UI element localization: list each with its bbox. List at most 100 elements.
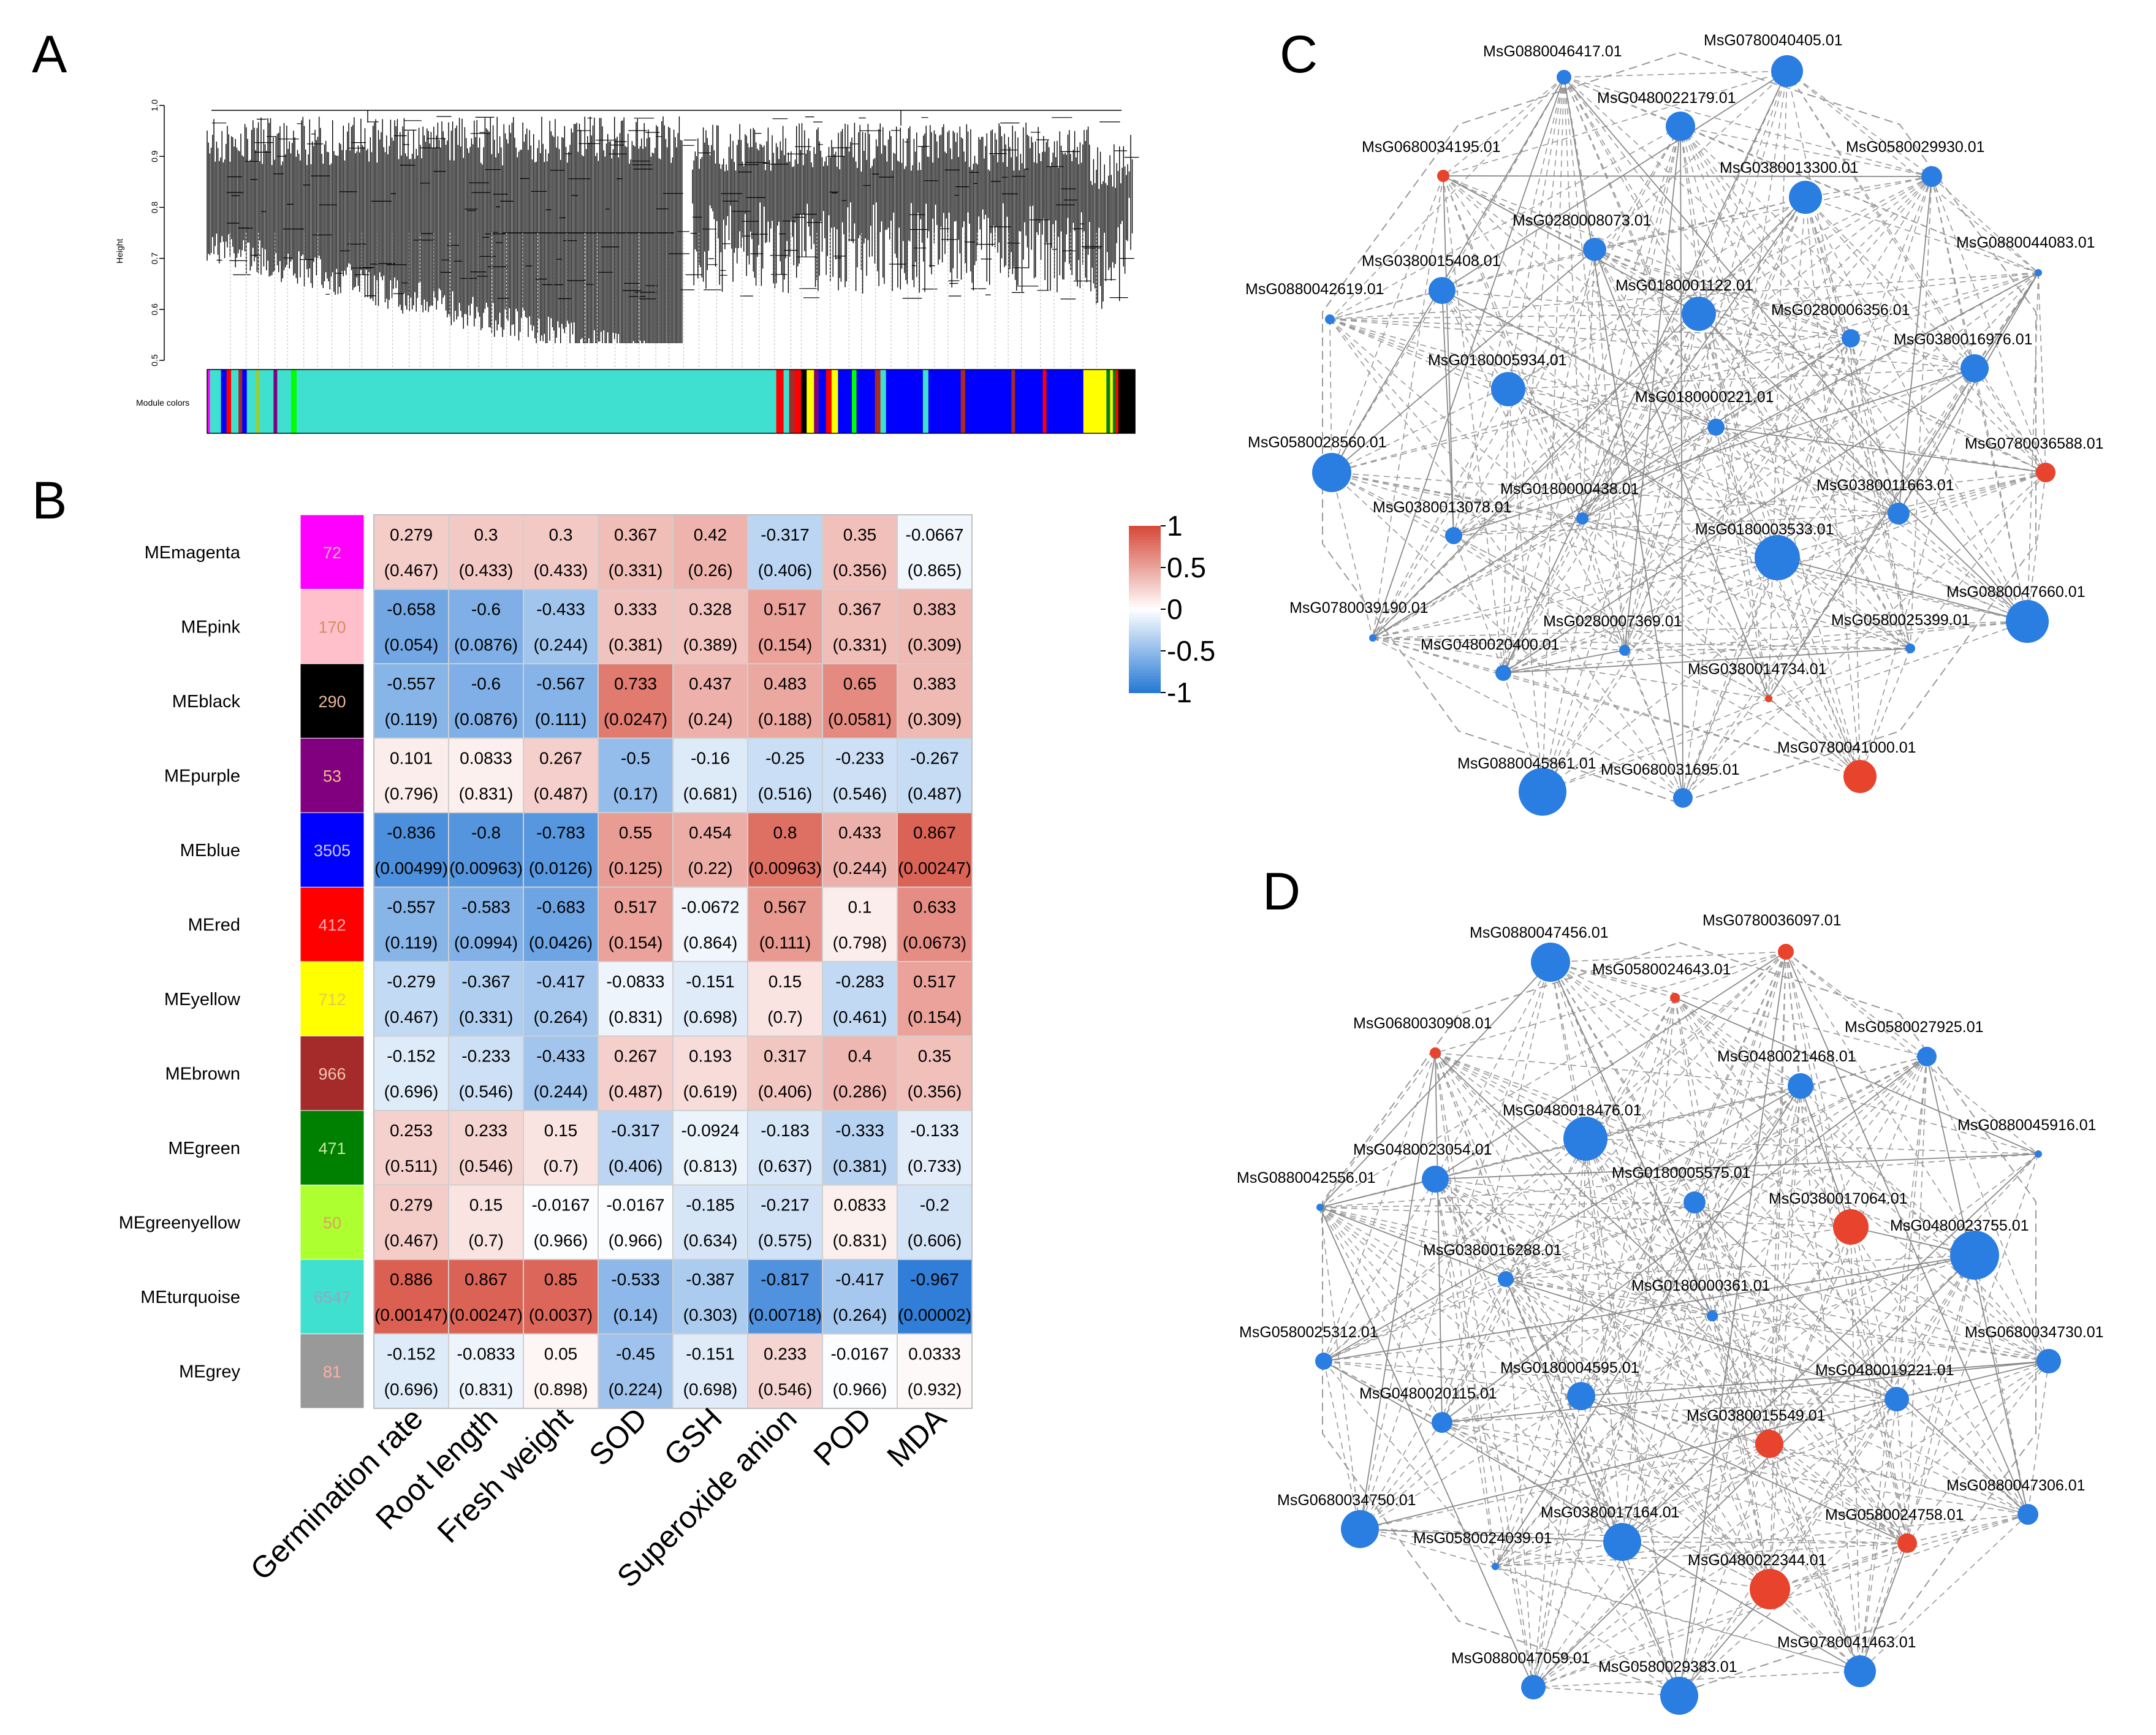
correlation-value: -0.333 [835, 1121, 884, 1140]
heatmap-cell [448, 1110, 524, 1186]
correlation-value: 0.0333 [908, 1345, 961, 1364]
module-gene-count: 72 [323, 544, 341, 562]
node-label: MsG0580025312.01 [1239, 1324, 1378, 1341]
legend-gradient-step [1129, 684, 1161, 688]
correlation-value: 0.333 [614, 600, 657, 619]
p-value: (0.264) [534, 1008, 588, 1027]
legend-gradient-step [1129, 670, 1161, 674]
heatmap-cell [448, 961, 524, 1037]
p-value: (0.634) [683, 1231, 738, 1250]
correlation-value: 0.3 [549, 525, 573, 544]
dendrogram-leaf-guides [230, 233, 1097, 368]
correlation-value: -0.533 [611, 1270, 659, 1289]
p-value: (0.154) [758, 636, 813, 655]
legend-gradient-step [1129, 587, 1161, 591]
module-color-segment [776, 370, 784, 433]
node-label: MsG0380013300.01 [1720, 159, 1859, 177]
module-gene-count: 170 [318, 618, 346, 636]
correlation-value: 0.15 [769, 972, 802, 991]
legend-gradient-step [1129, 526, 1161, 530]
row-label: MEgrey [179, 1362, 240, 1381]
legend-gradient-step [1129, 664, 1161, 669]
node-label: MsG0280007369.01 [1543, 613, 1682, 630]
module-color-segment [875, 370, 881, 433]
p-value: (0.389) [683, 636, 738, 655]
p-value: (0.546) [459, 1156, 514, 1175]
network-node [1917, 1047, 1937, 1066]
correlation-value: -0.417 [835, 1270, 884, 1289]
node-label: MsG0180005575.01 [1612, 1164, 1751, 1182]
legend-gradient-step [1129, 689, 1161, 693]
p-value: (0.511) [385, 1156, 438, 1175]
correlation-value: -0.557 [387, 674, 435, 693]
correlation-value: 0.101 [390, 749, 433, 768]
node-label: MsG0480022344.01 [1688, 1552, 1827, 1569]
column-label: POD [807, 1401, 878, 1472]
module-color-swatch [300, 1259, 365, 1334]
network-node [1833, 1209, 1869, 1245]
module-color-segment [807, 370, 814, 433]
correlation-value: -0.151 [686, 1345, 734, 1364]
correlation-value: 0.517 [764, 600, 807, 619]
module-color-swatch [300, 514, 365, 590]
legend-tick-label: 0 [1167, 593, 1183, 625]
correlation-value: 0.328 [689, 600, 732, 619]
network-node [1885, 1387, 1909, 1411]
legend-gradient-step [1129, 612, 1161, 616]
correlation-value: 0.517 [614, 898, 657, 917]
heatmap-cell [448, 1184, 524, 1260]
correlation-value: -0.133 [910, 1121, 958, 1140]
p-value: (0.433) [459, 561, 514, 580]
heatmap-cell [897, 1259, 973, 1335]
row-label: MEpink [181, 617, 240, 637]
p-value: (0.696) [384, 1380, 439, 1399]
network-node [2036, 463, 2055, 482]
correlation-value: -0.683 [536, 898, 585, 917]
legend-tick-label: -0.5 [1167, 635, 1215, 667]
correlation-value: -0.0167 [831, 1345, 889, 1364]
p-value: (0.381) [609, 636, 663, 655]
heatmap-cell [373, 1035, 449, 1111]
heatmap-cell [897, 1333, 973, 1409]
legend-gradient-step [1129, 617, 1161, 621]
correlation-value: -0.658 [387, 600, 435, 619]
network-node [1682, 297, 1716, 331]
row-label: MEbrown [165, 1064, 241, 1084]
node-label: MsG0680031695.01 [1601, 761, 1740, 778]
legend-gradient-step [1129, 575, 1161, 580]
p-value: (0.331) [833, 636, 887, 655]
network-node [1670, 993, 1680, 1003]
network-node [1495, 665, 1511, 681]
node-label: MsG0380011663.01 [1816, 477, 1954, 494]
correlation-value: 0.867 [465, 1270, 507, 1289]
p-value: (0.0247) [604, 710, 667, 729]
p-value: (0.244) [534, 636, 588, 655]
module-color-segment [1115, 370, 1119, 433]
correlation-value: 0.35 [843, 525, 877, 544]
node-label: MsG0180000438.01 [1500, 480, 1639, 498]
legend-gradient-step [1129, 656, 1161, 660]
node-label: MsG0880046417.01 [1483, 43, 1622, 60]
p-value: (0.406) [758, 561, 813, 580]
node-label: MsG0880045861.01 [1457, 755, 1596, 772]
correlation-value: 0.233 [465, 1121, 507, 1140]
module-color-segment [814, 370, 819, 433]
module-color-segment [259, 370, 274, 433]
node-label: MsG0880042556.01 [1237, 1169, 1376, 1186]
correlation-value: 0.8 [773, 823, 797, 842]
heatmap-cell [747, 812, 823, 888]
network-node [1325, 314, 1335, 324]
p-value: (0.119) [385, 710, 438, 729]
node-label: MsG0880047306.01 [1946, 1477, 2086, 1494]
p-value: (0.0426) [529, 933, 593, 952]
p-value: (0.264) [833, 1305, 887, 1324]
module-color-segment [826, 370, 832, 433]
p-value: (0.0673) [903, 933, 966, 952]
module-color-swatch [300, 1334, 365, 1409]
p-value: (0.309) [908, 636, 962, 655]
network-node [1707, 1310, 1718, 1321]
network-boundary [1322, 51, 2036, 804]
heatmap-cell [747, 1035, 823, 1111]
network-node [1750, 1569, 1790, 1609]
p-value: (0.356) [908, 1082, 962, 1101]
